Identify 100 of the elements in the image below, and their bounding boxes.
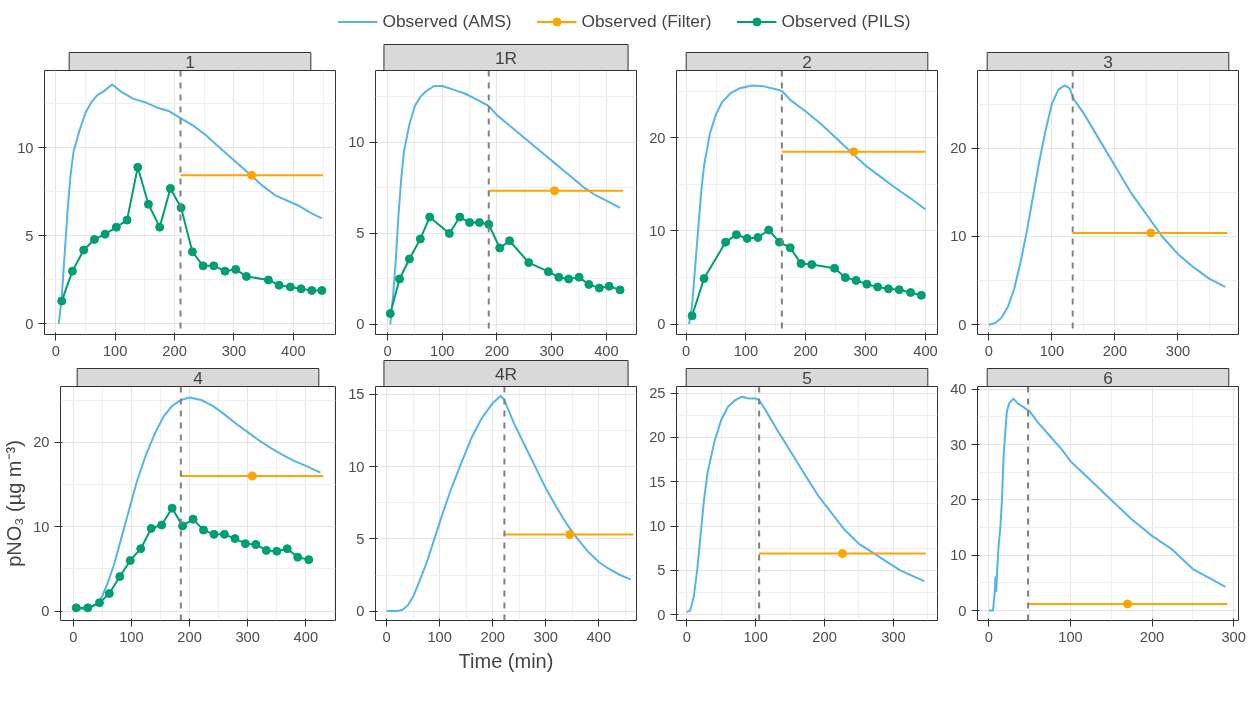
legend-label: Observed (Filter) <box>581 10 712 32</box>
point <box>285 282 295 292</box>
point <box>830 263 840 273</box>
chart-title: 1R <box>494 47 518 68</box>
y-tick-label: 15 <box>348 386 365 403</box>
point <box>474 218 484 228</box>
point <box>100 229 110 239</box>
x-tick-label: 100 <box>119 628 144 645</box>
point <box>894 285 904 295</box>
point <box>209 261 219 271</box>
point <box>687 311 697 321</box>
legend-label: Observed (PILS) <box>781 10 911 32</box>
point <box>167 503 177 513</box>
point <box>133 162 143 172</box>
x-tick-label: 200 <box>1139 628 1165 645</box>
x-tick-label: 300 <box>1165 342 1191 359</box>
point <box>125 556 135 566</box>
point <box>199 525 209 535</box>
x-tick-label: 300 <box>221 342 247 359</box>
point <box>524 258 534 268</box>
y-tick-label: 10 <box>950 228 967 245</box>
point <box>317 286 327 295</box>
point <box>764 225 774 235</box>
y-tick-label: 10 <box>649 222 666 239</box>
point <box>395 274 405 284</box>
y-tick-label: 0 <box>958 316 967 333</box>
y-tick-label: 20 <box>33 434 50 451</box>
point <box>198 261 208 271</box>
point <box>241 271 251 281</box>
y-axis-title: pNO₃ (µg m⁻³) <box>3 440 26 567</box>
line-series <box>385 394 632 613</box>
point <box>219 529 229 539</box>
x-tick-label: 300 <box>235 628 260 645</box>
point <box>554 272 564 282</box>
y-tick-label: 20 <box>649 129 666 146</box>
point <box>263 275 273 285</box>
point <box>104 588 114 598</box>
point <box>188 514 198 524</box>
x-tick-label: 200 <box>484 342 510 359</box>
point <box>67 266 77 276</box>
point <box>505 236 515 246</box>
point <box>230 534 240 544</box>
x-tick-label: 0 <box>682 628 691 645</box>
point <box>94 598 104 608</box>
x-tick-label: 0 <box>984 342 993 359</box>
y-tick-label: 10 <box>649 518 666 535</box>
point <box>296 284 306 294</box>
point <box>465 218 475 228</box>
point <box>247 170 257 180</box>
point <box>146 523 156 533</box>
y-tick-label: 0 <box>958 602 967 619</box>
point <box>187 247 197 257</box>
point <box>71 603 81 613</box>
point <box>425 212 435 222</box>
point <box>57 296 67 306</box>
chart-title: 5 <box>802 367 812 388</box>
x-tick-label: 200 <box>162 342 187 359</box>
point <box>136 544 146 554</box>
x-tick-label: 100 <box>733 342 759 359</box>
point <box>231 264 241 274</box>
y-tick-label: 15 <box>649 473 666 490</box>
point <box>883 284 893 294</box>
x-tick-label: 0 <box>383 342 392 359</box>
point <box>753 232 763 242</box>
line-series <box>389 84 622 326</box>
point <box>785 243 795 253</box>
x-tick-label: 300 <box>533 628 559 645</box>
point <box>274 280 284 290</box>
point <box>157 520 167 530</box>
legend-label: Observed (AMS) <box>382 10 512 32</box>
y-tick-label: 10 <box>33 518 50 535</box>
point <box>307 286 317 295</box>
point <box>220 266 230 276</box>
point <box>906 288 916 298</box>
x-tick-label: 300 <box>853 342 878 359</box>
x-tick-label: 0 <box>69 628 78 645</box>
point <box>574 272 584 282</box>
y-tick-label: 0 <box>657 316 666 333</box>
point <box>862 279 872 289</box>
point <box>415 234 425 244</box>
y-tick-label: 0 <box>356 316 365 333</box>
point <box>304 555 314 565</box>
x-tick-label: 300 <box>881 628 906 645</box>
x-tick-label: 400 <box>594 342 619 359</box>
y-tick-label: 40 <box>950 381 967 398</box>
y-tick-label: 5 <box>356 530 365 547</box>
y-tick-label: 5 <box>356 225 365 242</box>
point <box>721 237 731 247</box>
point <box>251 539 261 549</box>
line-series <box>987 397 1227 612</box>
x-tick-label: 0 <box>682 342 691 359</box>
point <box>404 254 414 264</box>
point <box>742 233 752 243</box>
point <box>293 552 303 562</box>
point <box>873 282 883 292</box>
y-tick-label: 25 <box>649 385 666 402</box>
point <box>849 147 859 157</box>
y-tick-label: 10 <box>950 547 967 564</box>
point <box>209 529 219 539</box>
point <box>916 290 926 300</box>
